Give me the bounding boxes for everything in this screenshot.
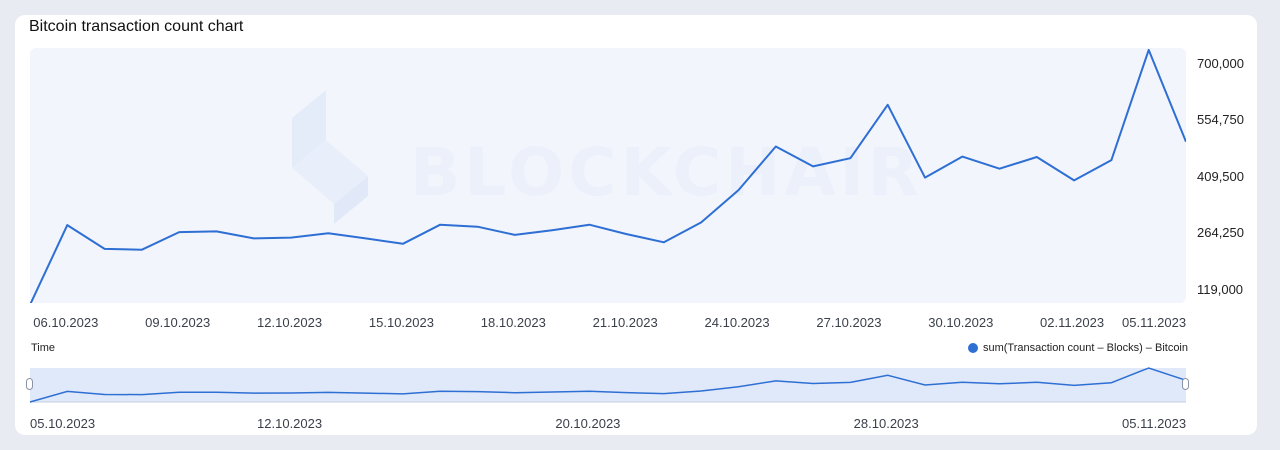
chart-title: Bitcoin transaction count chart — [29, 18, 244, 35]
data-point[interactable] — [1071, 177, 1077, 183]
data-point[interactable] — [736, 187, 742, 193]
x-tick-label: 30.10.2023 — [928, 315, 994, 330]
data-point[interactable] — [922, 175, 928, 181]
data-point[interactable] — [810, 163, 816, 169]
data-point[interactable] — [27, 302, 33, 308]
x-tick-label: 21.10.2023 — [592, 315, 658, 330]
data-point[interactable] — [176, 229, 182, 235]
data-point[interactable] — [1034, 154, 1040, 160]
legend[interactable]: sum(Transaction count – Blocks) – Bitcoi… — [967, 342, 1188, 354]
navigator-tick-label: 05.10.2023 — [30, 416, 96, 431]
data-point[interactable] — [288, 235, 294, 241]
navigator-series-line — [29, 367, 1187, 403]
data-point[interactable] — [885, 102, 891, 108]
data-point[interactable] — [512, 232, 518, 238]
x-tick-label: 05.11.2023 — [1122, 315, 1187, 330]
data-point[interactable] — [549, 227, 555, 233]
navigator-right-handle[interactable] — [1182, 378, 1189, 390]
x-axis-title: Time — [31, 342, 56, 354]
data-point[interactable] — [959, 154, 965, 160]
navigator-tick-label: 12.10.2023 — [257, 416, 323, 431]
navigator-tick-label: 05.11.2023 — [1122, 416, 1187, 431]
data-point[interactable] — [661, 239, 667, 245]
navigator-area[interactable] — [30, 368, 1186, 402]
x-tick-label: 24.10.2023 — [704, 315, 770, 330]
data-point[interactable] — [102, 246, 108, 252]
x-tick-label: 27.10.2023 — [816, 315, 882, 330]
y-tick-label: 700,000 — [1197, 55, 1244, 71]
x-tick-label: 02.11.2023 — [1040, 315, 1105, 330]
data-point[interactable] — [474, 224, 480, 230]
watermark-text: BLOCKCHAIR — [410, 134, 923, 211]
legend-dot — [967, 343, 978, 353]
series-line[interactable] — [30, 48, 1186, 305]
x-tick-label: 18.10.2023 — [480, 315, 546, 330]
y-tick-label: 119,000 — [1197, 281, 1244, 297]
legend-label: sum(Transaction count – Blocks) – Bitcoi… — [982, 342, 1188, 354]
data-point[interactable] — [1183, 139, 1189, 145]
data-point[interactable] — [847, 155, 853, 161]
x-tick-label: 12.10.2023 — [257, 315, 323, 330]
x-tick-label: 06.10.2023 — [33, 315, 99, 330]
data-point[interactable] — [251, 235, 257, 241]
data-point[interactable] — [624, 231, 630, 237]
blockchair-logo-watermark: BLOCKCHAIR — [292, 90, 923, 224]
data-point[interactable] — [400, 241, 406, 247]
y-tick-label: 264,250 — [1197, 225, 1244, 241]
x-tick-label: 09.10.2023 — [145, 315, 211, 330]
y-tick-label: 409,500 — [1197, 168, 1244, 184]
y-tick-label: 554,750 — [1197, 112, 1244, 128]
data-point[interactable] — [698, 219, 704, 225]
data-point[interactable] — [1146, 47, 1152, 53]
navigator-left-handle[interactable] — [26, 378, 33, 390]
data-point[interactable] — [997, 166, 1003, 172]
data-point[interactable] — [1108, 157, 1114, 163]
navigator-tick-label: 28.10.2023 — [853, 416, 919, 431]
data-point[interactable] — [773, 143, 779, 149]
data-point[interactable] — [139, 247, 145, 253]
data-point[interactable] — [325, 230, 331, 236]
data-point[interactable] — [213, 228, 219, 234]
data-point[interactable] — [586, 222, 592, 228]
x-tick-label: 15.10.2023 — [368, 315, 434, 330]
data-point[interactable] — [363, 235, 369, 241]
data-point[interactable] — [64, 222, 70, 228]
navigator-tick-label: 20.10.2023 — [555, 416, 621, 431]
data-point[interactable] — [437, 222, 443, 228]
